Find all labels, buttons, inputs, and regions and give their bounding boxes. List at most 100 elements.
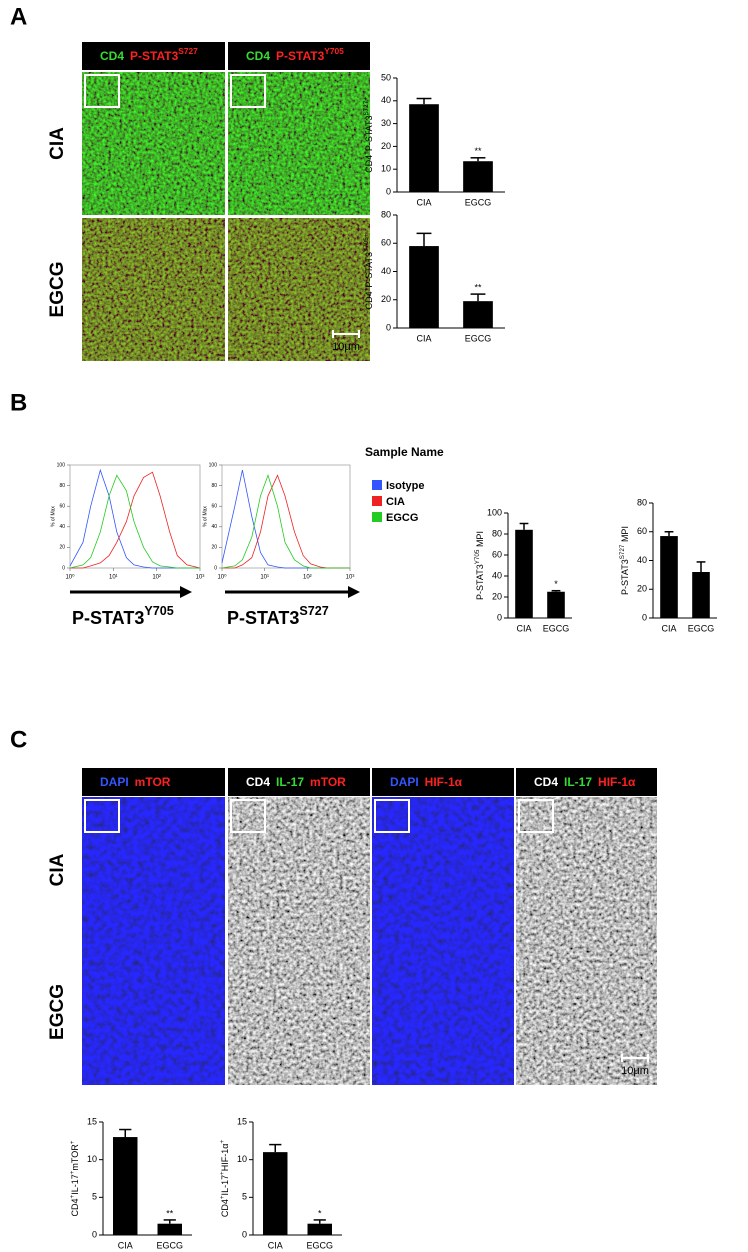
image-header-bg	[228, 42, 370, 70]
y-tick-label: 50	[381, 72, 391, 82]
y-tick-label: 5	[242, 1192, 247, 1202]
label-segment: CD4	[70, 1198, 80, 1216]
y-tick-label: 10	[381, 164, 391, 174]
bar	[463, 161, 493, 192]
y-tick-label: 80	[492, 528, 502, 538]
x-tick-label: 10³	[346, 575, 355, 581]
y-tick-label: 40	[59, 524, 65, 530]
histogram-line	[221, 470, 350, 569]
rich-label: P-STAT3S727	[227, 604, 329, 627]
bar	[409, 104, 439, 192]
superscript: +	[219, 1140, 226, 1144]
x-tick-label: 10²	[303, 575, 312, 581]
legend-title: Sample Name	[365, 445, 444, 459]
micrograph	[516, 939, 657, 1085]
superscript: +	[363, 287, 370, 291]
y-tick-label: 80	[59, 483, 65, 489]
x-tick-label: 10⁰	[65, 574, 75, 581]
superscript: S727+	[363, 97, 370, 116]
bar	[157, 1223, 182, 1235]
superscript: +	[69, 1194, 76, 1198]
significance-mark: **	[474, 146, 482, 156]
x-tick-label: 10²	[152, 575, 161, 581]
y-tick-label: 0	[642, 612, 647, 622]
micrograph	[82, 72, 225, 215]
image-header-bg	[82, 42, 225, 70]
y-tick-label: 30	[381, 118, 391, 128]
micrograph	[82, 218, 225, 361]
x-tick-label: CIA	[118, 1240, 133, 1250]
label-segment: P-STAT3	[276, 49, 325, 63]
row-label: CIA	[47, 127, 68, 160]
bar	[113, 1137, 138, 1235]
y-tick-label: 40	[381, 266, 391, 276]
rich-label: CD4+P-STAT3S727+	[363, 97, 374, 173]
label-segment: P-STAT3	[620, 559, 630, 595]
histogram-line	[222, 474, 350, 569]
y-tick-label: 15	[87, 1116, 97, 1126]
micrograph	[228, 72, 370, 215]
superscript: Y705	[324, 46, 344, 56]
label-segment: MPI	[620, 526, 630, 545]
rich-label: CD4+IL-17+mTOR+	[69, 1140, 80, 1216]
plot-frame	[69, 464, 201, 569]
y-tick-label: 100	[57, 462, 66, 468]
rich-label: P-STAT3S727 MPI	[619, 526, 630, 595]
scale-bar-label: 10μm	[332, 341, 360, 353]
y-tick-label: 15	[237, 1116, 247, 1126]
y-tick-label: 60	[211, 504, 217, 510]
plot-frame	[221, 464, 351, 569]
arrow-head	[180, 586, 192, 598]
superscript: Y705	[144, 604, 173, 618]
y-tick-label: 20	[637, 584, 647, 594]
label-segment: CD4	[364, 291, 374, 309]
y-tick-label: 60	[492, 549, 502, 559]
micrograph	[228, 939, 370, 1085]
image-header-bg	[82, 768, 225, 796]
row-label: CIA	[47, 853, 68, 886]
y-tick-label: 60	[637, 526, 647, 536]
y-tick-label: 20	[492, 591, 502, 601]
x-tick-label: CIA	[268, 1240, 283, 1250]
legend-swatch	[372, 496, 382, 506]
scale-bar-label: 10μm	[621, 1065, 649, 1077]
inset-box	[230, 799, 266, 833]
superscript: +	[69, 1170, 76, 1174]
bar	[692, 572, 710, 618]
x-tick-label: CIA	[416, 197, 431, 207]
y-tick-label: 10	[87, 1154, 97, 1164]
label-segment: P-STAT3	[227, 608, 299, 628]
superscript: +	[219, 1171, 226, 1175]
image-header-bg	[372, 768, 514, 796]
inset-box	[84, 74, 120, 108]
superscript: +	[69, 1140, 76, 1144]
x-tick-label: EGCG	[543, 623, 570, 633]
micrograph	[82, 797, 225, 943]
label-segment: IL-17	[564, 775, 592, 789]
rich-label: CD4+P-STAT3Y705+	[363, 233, 374, 309]
y-tick-label: 100	[209, 462, 218, 468]
label-segment: CD4	[246, 775, 270, 789]
superscript: +	[219, 1195, 226, 1199]
y-tick-label: 40	[381, 95, 391, 105]
x-tick-label: CIA	[516, 623, 531, 633]
y-tick-label: 20	[381, 141, 391, 151]
histogram-line	[70, 471, 201, 569]
y-tick-label: 0	[497, 612, 502, 622]
inset-box	[518, 799, 554, 833]
micrograph	[82, 939, 225, 1085]
y-tick-label: 80	[381, 209, 391, 219]
y-axis-label: % of Max	[202, 506, 208, 527]
bar	[515, 529, 533, 618]
histogram-line	[69, 474, 200, 569]
x-tick-label: EGCG	[688, 623, 715, 633]
rich-label: DAPI mTOR	[100, 775, 171, 789]
label-segment: CD4	[246, 49, 270, 63]
panel-label: C	[10, 726, 27, 753]
legend-label: Isotype	[386, 480, 425, 492]
x-tick-label: 10⁰	[217, 574, 227, 581]
micrograph	[228, 797, 370, 943]
rich-label: P-STAT3Y705	[72, 604, 174, 627]
